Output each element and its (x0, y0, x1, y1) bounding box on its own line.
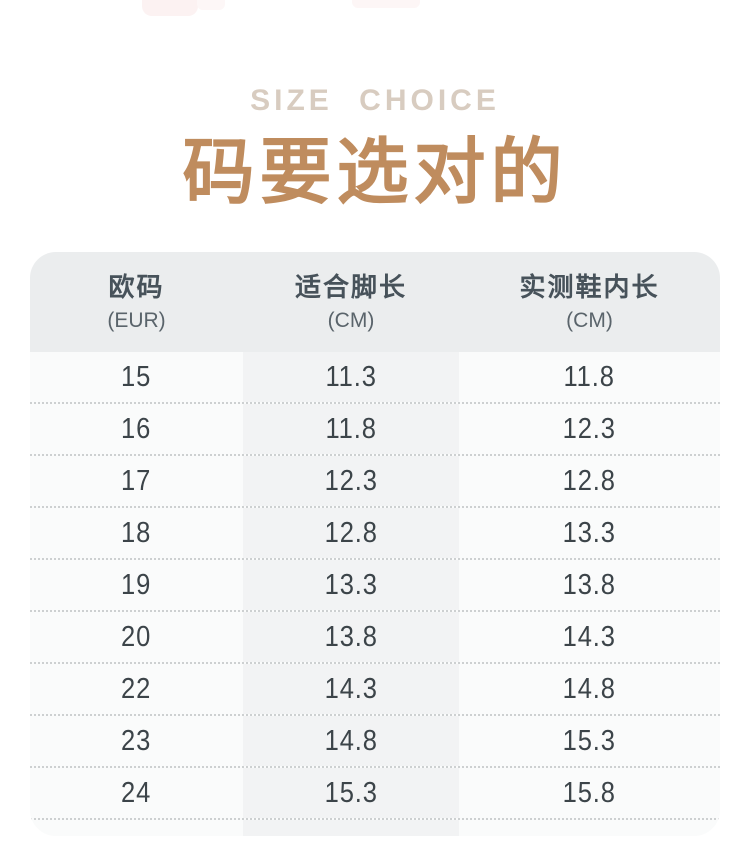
top-cutoff-remnant-1 (142, 0, 198, 16)
table-row-size-23: 23 14.8 15.3 (30, 716, 720, 768)
cell-eur: 20 (30, 612, 243, 662)
top-cutoff-remnant-3 (352, 0, 420, 8)
header-unit: (CM) (566, 308, 613, 332)
cell-value: 15.3 (562, 724, 617, 757)
section-eyebrow: SIZE CHOICE (250, 84, 500, 117)
cell-eur: 22 (30, 664, 243, 714)
cell-eur: 15 (30, 352, 243, 402)
cell-foot-length: 13.3 (243, 560, 459, 610)
cell-eur: 24 (30, 768, 243, 818)
cell-foot-length: 14.8 (243, 716, 459, 766)
table-row-size-19: 19 13.3 13.8 (30, 560, 720, 612)
cell-eur: 16 (30, 404, 243, 454)
table-row-size-17: 17 12.3 12.8 (30, 456, 720, 508)
cell-foot-length: 11.8 (243, 404, 459, 454)
cell-inner-length: 14.3 (459, 612, 720, 662)
cell-value: 20 (121, 620, 152, 653)
cell-value: 15 (121, 360, 152, 393)
cell-inner-length: 12.3 (459, 404, 720, 454)
cell-inner-length: 11.8 (459, 352, 720, 402)
cell-value: 11.8 (325, 412, 377, 445)
cell-inner-length: 13.8 (459, 560, 720, 610)
table-bottom-padding (30, 820, 720, 836)
section-title: 码要选对的 (182, 133, 568, 213)
cell-value: 14.3 (562, 620, 617, 653)
cell-eur: 17 (30, 456, 243, 506)
cell-foot-length: 15.3 (243, 768, 459, 818)
header-label: 实测鞋内长 (519, 271, 660, 302)
cell-value: 17 (121, 464, 152, 497)
cell-inner-length: 13.3 (459, 508, 720, 558)
cell-value: 11.8 (563, 360, 616, 393)
cell-value: 16 (121, 412, 152, 445)
table-row-size-22: 22 14.3 14.8 (30, 664, 720, 716)
size-chart-header-row: 欧码 (EUR) 适合脚长 (CM) 实测鞋内长 (CM) (30, 252, 720, 352)
header-unit: (EUR) (107, 308, 166, 332)
cell-foot-length: 14.3 (243, 664, 459, 714)
cell-value: 13.8 (324, 620, 378, 653)
cell-foot-length: 13.8 (243, 612, 459, 662)
header-unit: (CM) (327, 308, 375, 332)
cell-value: 15.3 (324, 776, 378, 809)
table-row-size-15: 15 11.3 11.8 (30, 352, 720, 404)
cell-inner-length: 14.8 (459, 664, 720, 714)
header-cell-foot-length: 适合脚长 (CM) (243, 252, 459, 352)
cell-inner-length: 15.8 (459, 768, 720, 818)
cell-value: 11.3 (325, 360, 377, 393)
cell-inner-length: 12.8 (459, 456, 720, 506)
header-cell-eur-size: 欧码 (EUR) (30, 252, 243, 352)
cell-foot-length: 11.3 (243, 352, 459, 402)
cell-value: 12.8 (324, 516, 378, 549)
cell-foot-length: 12.8 (243, 508, 459, 558)
cell-value: 14.3 (324, 672, 378, 705)
header-label: 适合脚长 (294, 271, 407, 302)
cell-value: 23 (121, 724, 152, 757)
cell-foot-length: 12.3 (243, 456, 459, 506)
cell-value: 12.3 (324, 464, 378, 497)
cell-value: 14.8 (562, 672, 617, 705)
cell-value: 12.8 (562, 464, 617, 497)
cell-value: 13.3 (562, 516, 617, 549)
cell-value: 24 (121, 776, 152, 809)
cell-value: 22 (121, 672, 152, 705)
cell-value: 13.8 (562, 568, 617, 601)
table-row-size-20: 20 13.8 14.3 (30, 612, 720, 664)
cell-value: 14.8 (324, 724, 378, 757)
cell-value: 13.3 (324, 568, 378, 601)
table-row-size-18: 18 12.8 13.3 (30, 508, 720, 560)
cell-eur: 18 (30, 508, 243, 558)
cell-value: 15.8 (562, 776, 617, 809)
cell-eur: 19 (30, 560, 243, 610)
cell-inner-length: 15.3 (459, 716, 720, 766)
header-cell-inner-length: 实测鞋内长 (CM) (459, 252, 720, 352)
header-label: 欧码 (108, 271, 165, 302)
cell-value: 18 (121, 516, 152, 549)
table-row-size-16: 16 11.8 12.3 (30, 404, 720, 456)
top-cutoff-remnant-2 (197, 0, 225, 10)
size-chart-table: 欧码 (EUR) 适合脚长 (CM) 实测鞋内长 (CM) 15 11.3 11… (30, 252, 720, 836)
cell-value: 19 (121, 568, 152, 601)
cell-value: 12.3 (562, 412, 617, 445)
table-row-size-24: 24 15.3 15.8 (30, 768, 720, 820)
cell-eur: 23 (30, 716, 243, 766)
